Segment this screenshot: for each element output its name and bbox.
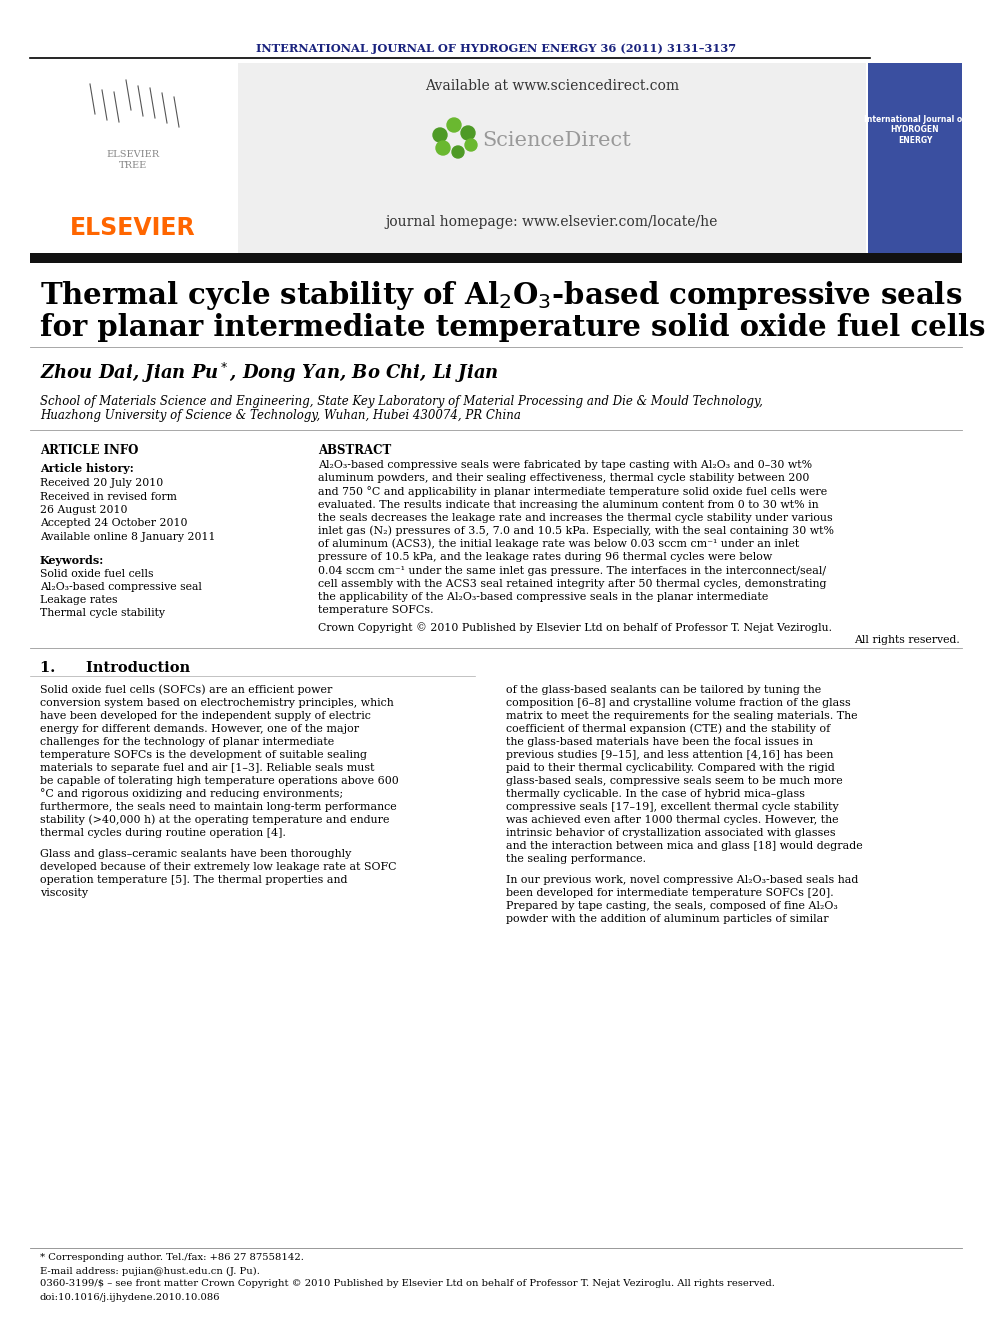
Text: the glass-based materials have been the focal issues in: the glass-based materials have been the …: [506, 737, 813, 747]
Circle shape: [465, 139, 477, 151]
Bar: [238, 64, 866, 255]
Text: of aluminum (ACS3), the initial leakage rate was below 0.03 sccm cm⁻¹ under an i: of aluminum (ACS3), the initial leakage …: [318, 538, 800, 549]
Bar: [868, 64, 962, 255]
Bar: [30, 64, 237, 255]
Text: 1.      Introduction: 1. Introduction: [40, 662, 190, 675]
Text: energy for different demands. However, one of the major: energy for different demands. However, o…: [40, 724, 359, 734]
Circle shape: [452, 146, 464, 157]
Text: Accepted 24 October 2010: Accepted 24 October 2010: [40, 519, 187, 528]
Text: for planar intermediate temperature solid oxide fuel cells: for planar intermediate temperature soli…: [40, 312, 985, 341]
Text: intrinsic behavior of crystallization associated with glasses: intrinsic behavior of crystallization as…: [506, 828, 835, 837]
Text: ARTICLE INFO: ARTICLE INFO: [40, 443, 138, 456]
Text: have been developed for the independent supply of electric: have been developed for the independent …: [40, 710, 371, 721]
Text: of the glass-based sealants can be tailored by tuning the: of the glass-based sealants can be tailo…: [506, 685, 821, 695]
Text: School of Materials Science and Engineering, State Key Laboratory of Material Pr: School of Materials Science and Engineer…: [40, 394, 763, 407]
Bar: [30, 253, 962, 263]
Text: Leakage rates: Leakage rates: [40, 595, 117, 605]
Text: pressure of 10.5 kPa, and the leakage rates during 96 thermal cycles were below: pressure of 10.5 kPa, and the leakage ra…: [318, 553, 772, 562]
Text: Available at www.sciencedirect.com: Available at www.sciencedirect.com: [425, 79, 680, 93]
Circle shape: [447, 118, 461, 132]
Text: Solid oxide fuel cells (SOFCs) are an efficient power: Solid oxide fuel cells (SOFCs) are an ef…: [40, 685, 332, 696]
Text: temperature SOFCs.: temperature SOFCs.: [318, 605, 434, 615]
Text: the sealing performance.: the sealing performance.: [506, 855, 646, 864]
Text: journal homepage: www.elsevier.com/locate/he: journal homepage: www.elsevier.com/locat…: [386, 216, 718, 229]
Text: Huazhong University of Science & Technology, Wuhan, Hubei 430074, PR China: Huazhong University of Science & Technol…: [40, 410, 521, 422]
Text: temperature SOFCs is the development of suitable sealing: temperature SOFCs is the development of …: [40, 750, 367, 759]
Text: cell assembly with the ACS3 seal retained integrity after 50 thermal cycles, dem: cell assembly with the ACS3 seal retaine…: [318, 578, 826, 589]
Text: 0360-3199/$ – see front matter Crown Copyright © 2010 Published by Elsevier Ltd : 0360-3199/$ – see front matter Crown Cop…: [40, 1279, 775, 1289]
Text: 26 August 2010: 26 August 2010: [40, 505, 128, 515]
Text: Received in revised form: Received in revised form: [40, 492, 177, 501]
Text: inlet gas (N₂) pressures of 3.5, 7.0 and 10.5 kPa. Especially, with the seal con: inlet gas (N₂) pressures of 3.5, 7.0 and…: [318, 525, 834, 536]
Text: Al₂O₃-based compressive seal: Al₂O₃-based compressive seal: [40, 582, 202, 591]
Text: composition [6–8] and crystalline volume fraction of the glass: composition [6–8] and crystalline volume…: [506, 699, 851, 708]
Text: All rights reserved.: All rights reserved.: [854, 635, 960, 646]
Text: thermal cycles during routine operation [4].: thermal cycles during routine operation …: [40, 828, 286, 837]
Text: E-mail address: pujian@hust.edu.cn (J. Pu).: E-mail address: pujian@hust.edu.cn (J. P…: [40, 1266, 260, 1275]
Text: Available online 8 January 2011: Available online 8 January 2011: [40, 532, 215, 542]
Text: been developed for intermediate temperature SOFCs [20].: been developed for intermediate temperat…: [506, 888, 833, 898]
Text: Solid oxide fuel cells: Solid oxide fuel cells: [40, 569, 154, 579]
Text: Article history:: Article history:: [40, 463, 134, 475]
Text: previous studies [9–15], and less attention [4,16] has been: previous studies [9–15], and less attent…: [506, 750, 833, 759]
Text: the seals decreases the leakage rate and increases the thermal cycle stability u: the seals decreases the leakage rate and…: [318, 513, 832, 523]
Text: challenges for the technology of planar intermediate: challenges for the technology of planar …: [40, 737, 334, 747]
Text: doi:10.1016/j.ijhydene.2010.10.086: doi:10.1016/j.ijhydene.2010.10.086: [40, 1293, 220, 1302]
Circle shape: [461, 126, 475, 140]
Text: be capable of tolerating high temperature operations above 600: be capable of tolerating high temperatur…: [40, 777, 399, 786]
Text: thermally cyclicable. In the case of hybrid mica–glass: thermally cyclicable. In the case of hyb…: [506, 789, 805, 799]
Text: Zhou Dai, Jian Pu$^*$, Dong Yan, Bo Chi, Li Jian: Zhou Dai, Jian Pu$^*$, Dong Yan, Bo Chi,…: [40, 361, 499, 385]
Text: * Corresponding author. Tel./fax: +86 27 87558142.: * Corresponding author. Tel./fax: +86 27…: [40, 1253, 304, 1262]
Text: °C and rigorous oxidizing and reducing environments;: °C and rigorous oxidizing and reducing e…: [40, 789, 343, 799]
Text: stability (>40,000 h) at the operating temperature and endure: stability (>40,000 h) at the operating t…: [40, 815, 390, 826]
Text: International Journal of
HYDROGEN
ENERGY: International Journal of HYDROGEN ENERGY: [864, 115, 966, 146]
Text: Keywords:: Keywords:: [40, 554, 104, 565]
Text: powder with the addition of aluminum particles of similar: powder with the addition of aluminum par…: [506, 914, 828, 923]
Text: 0.04 sccm cm⁻¹ under the same inlet gas pressure. The interfaces in the intercon: 0.04 sccm cm⁻¹ under the same inlet gas …: [318, 566, 826, 576]
Text: developed because of their extremely low leakage rate at SOFC: developed because of their extremely low…: [40, 861, 397, 872]
Text: evaluated. The results indicate that increasing the aluminum content from 0 to 3: evaluated. The results indicate that inc…: [318, 500, 818, 509]
Text: the applicability of the Al₂O₃-based compressive seals in the planar intermediat: the applicability of the Al₂O₃-based com…: [318, 591, 769, 602]
Circle shape: [436, 142, 450, 155]
Text: In our previous work, novel compressive Al₂O₃-based seals had: In our previous work, novel compressive …: [506, 875, 858, 885]
Text: glass-based seals, compressive seals seem to be much more: glass-based seals, compressive seals see…: [506, 777, 843, 786]
Text: Thermal cycle stability of Al$_2$O$_3$-based compressive seals: Thermal cycle stability of Al$_2$O$_3$-b…: [40, 279, 962, 311]
Text: Glass and glass–ceramic sealants have been thoroughly: Glass and glass–ceramic sealants have be…: [40, 849, 351, 859]
Text: ScienceDirect: ScienceDirect: [482, 131, 631, 149]
Text: ELSEVIER
TREE: ELSEVIER TREE: [106, 151, 160, 169]
Circle shape: [433, 128, 447, 142]
Text: coefficient of thermal expansion (CTE) and the stability of: coefficient of thermal expansion (CTE) a…: [506, 724, 830, 734]
Text: and the interaction between mica and glass [18] would degrade: and the interaction between mica and gla…: [506, 841, 863, 851]
Text: ELSEVIER: ELSEVIER: [70, 216, 195, 239]
Text: ABSTRACT: ABSTRACT: [318, 443, 391, 456]
Text: INTERNATIONAL JOURNAL OF HYDROGEN ENERGY 36 (2011) 3131–3137: INTERNATIONAL JOURNAL OF HYDROGEN ENERGY…: [256, 42, 736, 53]
Text: furthermore, the seals need to maintain long-term performance: furthermore, the seals need to maintain …: [40, 802, 397, 812]
Text: and 750 °C and applicability in planar intermediate temperature solid oxide fuel: and 750 °C and applicability in planar i…: [318, 486, 827, 497]
Text: Received 20 July 2010: Received 20 July 2010: [40, 478, 164, 488]
Text: Crown Copyright © 2010 Published by Elsevier Ltd on behalf of Professor T. Nejat: Crown Copyright © 2010 Published by Else…: [318, 622, 832, 632]
Text: conversion system based on electrochemistry principles, which: conversion system based on electrochemis…: [40, 699, 394, 708]
Text: Prepared by tape casting, the seals, composed of fine Al₂O₃: Prepared by tape casting, the seals, com…: [506, 901, 838, 910]
Text: compressive seals [17–19], excellent thermal cycle stability: compressive seals [17–19], excellent the…: [506, 802, 839, 812]
Text: operation temperature [5]. The thermal properties and: operation temperature [5]. The thermal p…: [40, 875, 347, 885]
Text: Al₂O₃-based compressive seals were fabricated by tape casting with Al₂O₃ and 0–3: Al₂O₃-based compressive seals were fabri…: [318, 460, 812, 470]
Text: paid to their thermal cyclicability. Compared with the rigid: paid to their thermal cyclicability. Com…: [506, 763, 835, 773]
Text: matrix to meet the requirements for the sealing materials. The: matrix to meet the requirements for the …: [506, 710, 858, 721]
Text: materials to separate fuel and air [1–3]. Reliable seals must: materials to separate fuel and air [1–3]…: [40, 763, 375, 773]
Text: was achieved even after 1000 thermal cycles. However, the: was achieved even after 1000 thermal cyc…: [506, 815, 838, 826]
Text: aluminum powders, and their sealing effectiveness, thermal cycle stability betwe: aluminum powders, and their sealing effe…: [318, 474, 809, 483]
Text: Thermal cycle stability: Thermal cycle stability: [40, 609, 165, 618]
Text: viscosity: viscosity: [40, 888, 88, 898]
